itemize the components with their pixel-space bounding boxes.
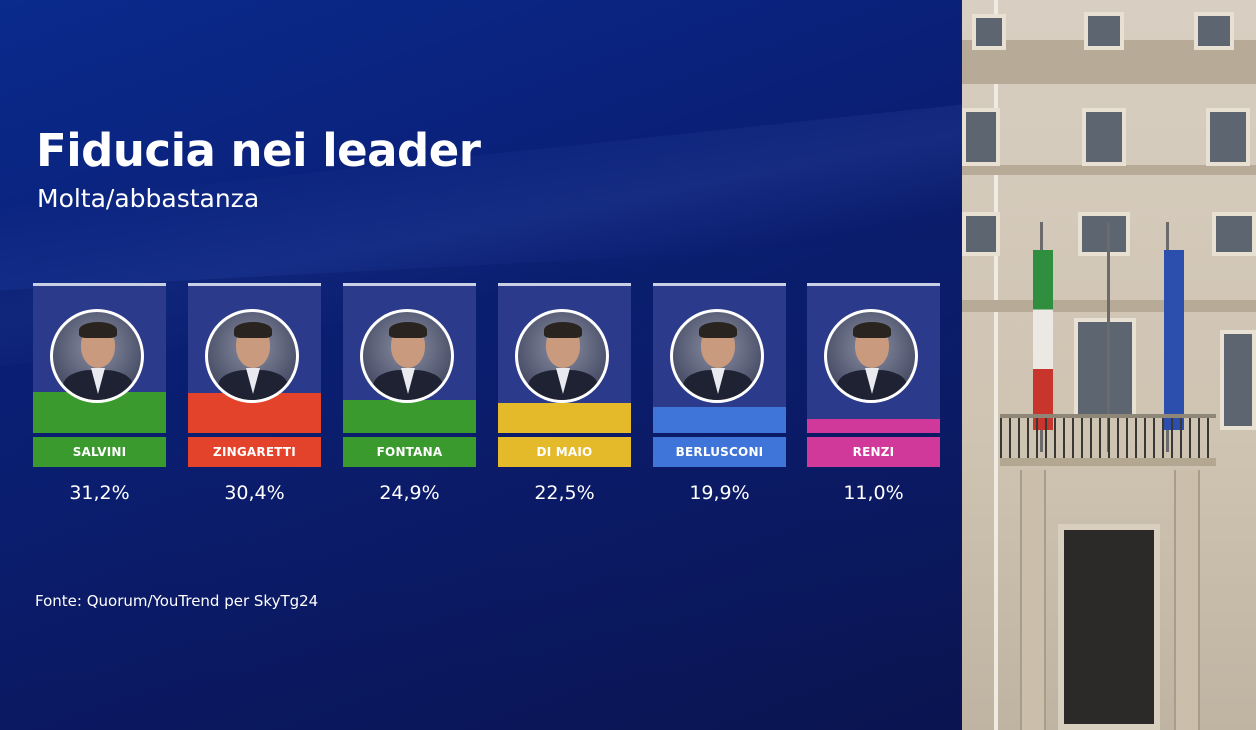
data-label: 30,4% [224,482,285,504]
chart-title: Fiducia nei leader [36,124,481,177]
data-label: 11,0% [843,482,904,504]
palazzo-chigi-photo [962,0,1256,730]
flag-pole [1107,222,1110,452]
chart-panel: Fiducia nei leader Molta/abbastanza SALV… [0,0,962,730]
main-door [1058,524,1160,730]
portrait-icon [515,309,609,403]
portrait-hair [389,322,427,338]
chart-source: Fonte: Quorum/YouTrend per SkyTg24 [35,592,319,610]
data-label: 31,2% [69,482,130,504]
window [1078,212,1130,256]
leader-card: RENZI [807,283,940,467]
bar [498,403,631,433]
data-label: 22,5% [534,482,595,504]
leader-card: BERLUSCONI [653,283,786,467]
column [1020,470,1046,730]
balcony [1000,414,1216,466]
bar [343,400,476,433]
portrait-icon [50,309,144,403]
window [1212,212,1256,256]
leader-card: ZINGARETTI [188,283,321,467]
portrait-icon [360,309,454,403]
category-label: ZINGARETTI [188,437,321,467]
window [1084,12,1124,50]
window [1220,330,1256,430]
portrait-hair [79,322,117,338]
window [972,14,1006,50]
window [1074,318,1136,418]
leader-card: SALVINI [33,283,166,467]
category-label: BERLUSCONI [653,437,786,467]
portrait-hair [544,322,582,338]
bar [653,407,786,433]
portrait-hair [699,322,737,338]
portrait-hair [853,322,891,338]
column [1174,470,1200,730]
category-label: SALVINI [33,437,166,467]
cornice [962,165,1256,175]
window [962,108,1000,166]
portrait-icon [670,309,764,403]
window [1206,108,1250,166]
portrait-icon [824,309,918,403]
data-label: 24,9% [379,482,440,504]
photo-edge [994,0,998,730]
category-label: FONTANA [343,437,476,467]
portrait-icon [205,309,299,403]
bar [807,419,940,433]
window [1194,12,1234,50]
category-label: DI MAIO [498,437,631,467]
category-label: RENZI [807,437,940,467]
window [1082,108,1126,166]
eu-flag-icon [1164,250,1184,430]
leader-card: DI MAIO [498,283,631,467]
chart-subtitle: Molta/abbastanza [37,184,260,213]
window [962,212,1000,256]
italian-flag-icon [1033,250,1053,430]
data-label: 19,9% [689,482,750,504]
leader-card: FONTANA [343,283,476,467]
portrait-hair [234,322,272,338]
